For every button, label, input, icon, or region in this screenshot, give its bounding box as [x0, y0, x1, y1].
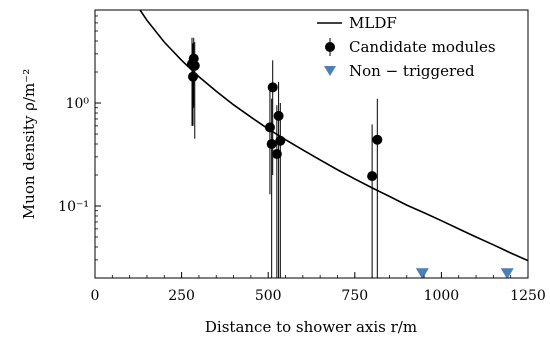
- candidate-marker-6: [267, 82, 278, 93]
- legend-label-mldf: MLDF: [349, 14, 397, 32]
- candidate-point-9: [275, 103, 286, 278]
- legend-marker-candidate: [325, 42, 335, 52]
- y-tick-label-1: 10⁰: [66, 96, 90, 112]
- non-triggered-marker-0: [415, 268, 429, 278]
- candidate-marker-10: [367, 171, 378, 182]
- candidate-point-11: [372, 98, 383, 278]
- candidate-marker-5: [266, 139, 277, 149]
- candidate-point-7: [271, 105, 282, 278]
- candidate-marker-7: [271, 148, 282, 159]
- legend: MLDF Candidate modules Non − triggered: [317, 14, 496, 80]
- x-tick-label-5: 1250: [510, 288, 546, 304]
- candidate-marker-3: [189, 60, 200, 71]
- x-tick-label-3: 750: [341, 288, 368, 304]
- y-axis-label: Muon density ρ/m⁻²: [20, 69, 38, 219]
- x-axis-label: Distance to shower axis r/m: [205, 318, 417, 336]
- candidate-point-3: [189, 42, 200, 139]
- candidate-marker-8: [273, 110, 284, 121]
- non-triggered-marker-1: [500, 268, 514, 278]
- candidate-modules-series: [186, 37, 383, 278]
- candidate-marker-9: [275, 135, 286, 146]
- legend-label-candidate: Candidate modules: [349, 38, 496, 56]
- candidate-point-10: [367, 124, 378, 278]
- candidate-marker-1: [188, 71, 199, 82]
- legend-label-non-triggered: Non − triggered: [349, 62, 475, 80]
- non-triggered-series: [415, 268, 514, 278]
- candidate-point-8: [273, 81, 284, 278]
- y-axis: 10⁻¹ 10⁰: [58, 15, 101, 261]
- x-tick-label-4: 1000: [424, 288, 460, 304]
- legend-marker-non-triggered: [324, 66, 336, 76]
- x-axis: 0 250 500 750 1000 1250: [91, 272, 546, 304]
- candidate-marker-4: [264, 122, 275, 133]
- candidate-point-5: [266, 98, 277, 278]
- y-tick-label-0: 10⁻¹: [58, 199, 89, 215]
- plot-area: [139, 10, 528, 278]
- x-tick-label-2: 500: [255, 288, 282, 304]
- candidate-marker-11: [372, 134, 383, 145]
- x-tick-label-1: 250: [168, 288, 195, 304]
- candidate-point-0: [186, 37, 197, 126]
- x-tick-label-0: 0: [91, 288, 100, 304]
